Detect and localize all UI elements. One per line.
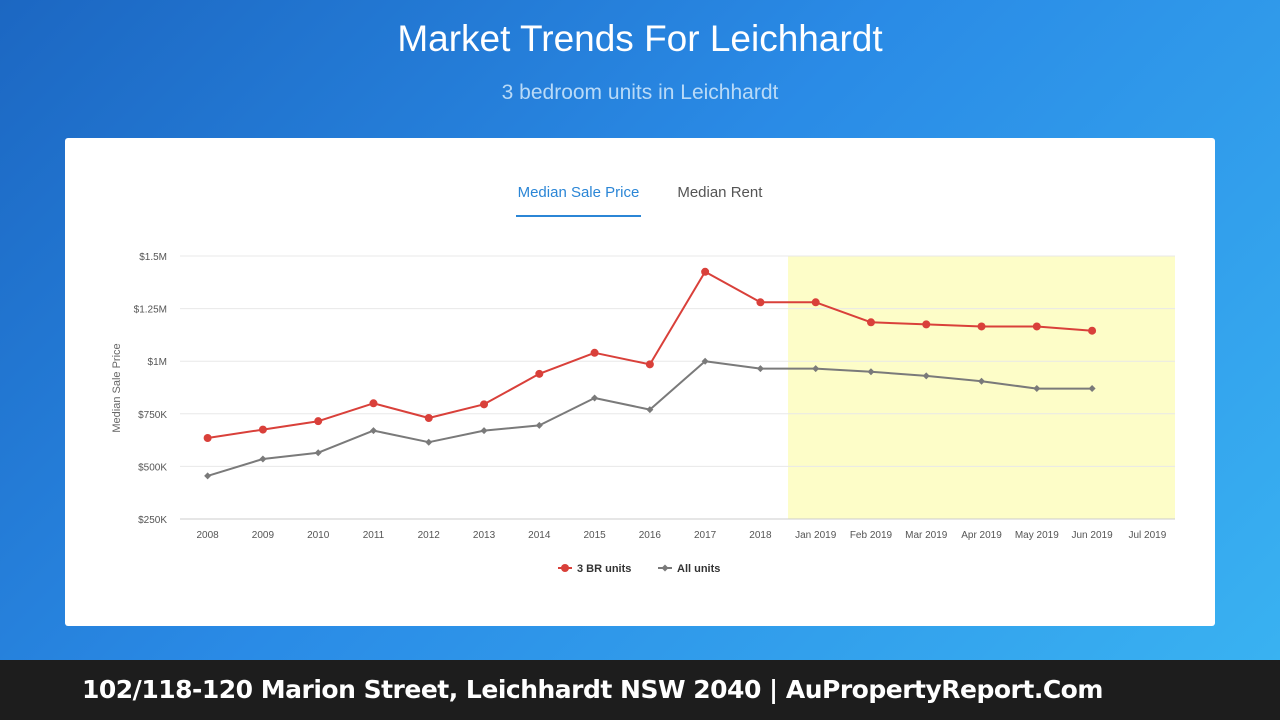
- data-point-3-br-units: [424, 414, 433, 423]
- y-tick-label: $1.5M: [139, 252, 167, 263]
- data-point-3-br-units: [314, 417, 323, 426]
- data-point-all-units: [369, 427, 377, 435]
- data-point-all-units: [646, 406, 654, 414]
- x-tick-label: Jul 2019: [1128, 530, 1166, 541]
- data-point-3-br-units: [1032, 322, 1041, 331]
- x-tick-label: 2010: [307, 530, 330, 541]
- x-tick-label: 2014: [528, 530, 551, 541]
- data-point-3-br-units: [369, 399, 378, 408]
- data-point-3-br-units: [977, 322, 986, 331]
- x-tick-label: 2017: [694, 530, 717, 541]
- page-subtitle: 3 bedroom units in Leichhardt: [501, 81, 779, 104]
- x-tick-label: 2016: [639, 530, 662, 541]
- data-point-all-units: [1033, 385, 1041, 393]
- chart-tabs: Median Sale Price Median Rent: [65, 182, 1215, 217]
- data-point-3-br-units: [1088, 326, 1097, 335]
- data-point-3-br-units: [203, 433, 212, 442]
- data-point-3-br-units: [590, 348, 599, 357]
- legend-label-3-br-units: 3 BR units: [577, 563, 631, 575]
- x-tick-label: Mar 2019: [905, 530, 948, 541]
- data-point-3-br-units: [535, 369, 544, 378]
- legend-label-all-units: All units: [677, 563, 720, 575]
- data-point-3-br-units: [866, 318, 875, 327]
- x-tick-label: 2008: [197, 530, 220, 541]
- data-point-3-br-units: [480, 400, 489, 409]
- data-point-all-units: [314, 449, 322, 457]
- x-tick-label: 2015: [583, 530, 606, 541]
- data-point-3-br-units: [756, 298, 765, 307]
- x-tick-label: Feb 2019: [850, 530, 893, 541]
- line-chart: Median Sale Price $250K $500K $750K $1M $1.2…: [111, 252, 1175, 575]
- forecast-band: [788, 256, 1175, 519]
- chart-card: Median Sale Price Median Rent Median Sal…: [65, 138, 1215, 626]
- data-point-all-units: [701, 357, 709, 365]
- data-point-3-br-units: [645, 360, 654, 369]
- data-point-all-units: [812, 365, 820, 373]
- x-tick-label: Jun 2019: [1072, 530, 1114, 541]
- y-tick-label: $1M: [148, 357, 167, 368]
- data-point-all-units: [867, 368, 875, 376]
- x-tick-label: 2013: [473, 530, 496, 541]
- page-title: Market Trends For Leichhardt: [397, 18, 883, 59]
- tab-median-sale-price[interactable]: Median Sale Price: [515, 182, 642, 217]
- x-tick-label: Jan 2019: [795, 530, 837, 541]
- data-point-all-units: [591, 394, 599, 402]
- x-tick-label: 2009: [252, 530, 275, 541]
- data-point-3-br-units: [811, 298, 820, 307]
- data-point-all-units: [922, 372, 930, 380]
- data-point-all-units: [756, 365, 764, 373]
- data-point-all-units: [535, 421, 543, 429]
- data-point-all-units: [1088, 385, 1096, 393]
- data-point-all-units: [480, 427, 488, 435]
- data-point-all-units: [978, 377, 986, 385]
- y-axis-label: Median Sale Price: [111, 343, 123, 432]
- data-point-all-units: [259, 455, 267, 463]
- data-point-3-br-units: [258, 425, 267, 434]
- x-tick-label: 2011: [363, 530, 385, 541]
- y-tick-label: $1.25M: [134, 305, 167, 316]
- legend-marker-3-br-units: [561, 564, 569, 572]
- footer-address-bar: 102/118-120 Marion Street, Leichhardt NS…: [0, 660, 1280, 720]
- y-tick-label: $250K: [138, 515, 167, 526]
- data-point-all-units: [425, 438, 433, 446]
- y-tick-label: $500K: [138, 462, 167, 473]
- y-tick-label: $750K: [138, 410, 167, 421]
- x-tick-label: May 2019: [1015, 530, 1059, 541]
- data-point-all-units: [204, 472, 212, 480]
- tab-median-rent[interactable]: Median Rent: [677, 184, 763, 201]
- legend-marker-all-units: [661, 564, 669, 572]
- x-tick-label: 2012: [418, 530, 441, 541]
- x-tick-label: 2018: [749, 530, 772, 541]
- x-tick-label: Apr 2019: [961, 530, 1002, 541]
- data-point-3-br-units: [922, 320, 931, 329]
- data-point-3-br-units: [701, 267, 710, 276]
